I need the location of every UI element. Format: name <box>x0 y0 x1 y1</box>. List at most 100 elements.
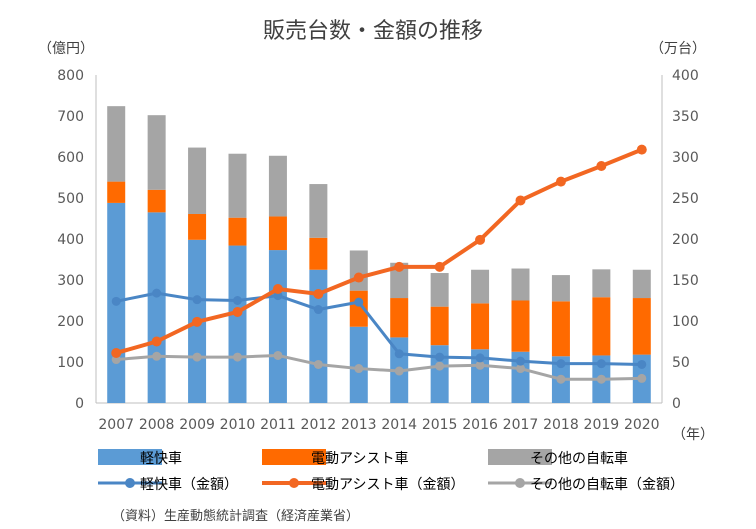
line-point-0-2009 <box>192 295 202 305</box>
line-point-1-2008 <box>151 336 162 347</box>
line-point-0-2019 <box>596 359 606 369</box>
line-series-1 <box>115 147 643 355</box>
right-axis-tick-label: 250 <box>672 191 699 207</box>
bar-1-2010 <box>228 217 247 246</box>
bar-1-2017 <box>511 300 530 352</box>
line-point-0-2007 <box>111 296 121 306</box>
bar-2-2015 <box>430 273 449 307</box>
line-point-1-2020 <box>636 144 647 155</box>
line-point-2-2009 <box>192 352 202 362</box>
x-axis-unit: （年） <box>672 427 714 443</box>
line-point-2-2019 <box>596 374 606 384</box>
bar-2-2020 <box>632 269 651 299</box>
bar-1-2011 <box>268 216 287 251</box>
line-point-0-2013 <box>354 297 364 307</box>
bar-0-2011 <box>268 250 287 403</box>
bar-2-2018 <box>551 275 570 302</box>
left-axis-tick-label: 100 <box>57 355 84 371</box>
right-axis-tick-label: 400 <box>672 68 699 84</box>
line-point-2-2012 <box>313 359 323 369</box>
x-axis-tick-label: 2017 <box>503 417 539 433</box>
bar-2-2008 <box>147 115 166 190</box>
x-axis-tick-label: 2015 <box>422 417 458 433</box>
bar-2-2014 <box>390 262 409 299</box>
right-axis-unit: （万台） <box>650 41 706 57</box>
bar-0-2012 <box>309 269 328 403</box>
bar-1-2012 <box>309 237 328 270</box>
line-point-2-2011 <box>273 350 283 360</box>
x-axis-tick-label: 2019 <box>584 417 620 433</box>
bar-1-2015 <box>430 306 449 346</box>
line-point-0-2008 <box>152 288 162 298</box>
line-point-0-2012 <box>313 305 323 315</box>
left-axis-tick-label: 400 <box>57 232 84 248</box>
bar-1-2014 <box>390 298 409 338</box>
right-axis-tick-label: 150 <box>672 273 699 289</box>
x-axis-tick-label: 2010 <box>220 417 256 433</box>
left-axis-tick-label: 300 <box>57 273 84 289</box>
line-point-1-2015 <box>434 261 445 272</box>
line-point-1-2016 <box>475 234 486 245</box>
line-point-1-2019 <box>596 161 607 172</box>
bar-2-2011 <box>268 155 287 217</box>
legend-label-4: 電動アシスト車（金額） <box>311 476 464 493</box>
bar-1-2008 <box>147 189 166 213</box>
bar-0-2008 <box>147 212 166 403</box>
legend-label-1: 電動アシスト車 <box>311 450 408 467</box>
chart-title: 販売台数・金額の推移 <box>263 19 483 44</box>
line-point-2-2010 <box>233 352 242 362</box>
line-series-0 <box>115 291 642 366</box>
line-point-1-2010 <box>232 306 243 317</box>
left-axis-unit: （億円） <box>38 41 94 57</box>
bar-1-2018 <box>551 301 570 357</box>
bar-2-2009 <box>188 147 207 214</box>
bar-series-group <box>107 106 651 403</box>
line-series-group <box>111 144 647 384</box>
line-point-2-2013 <box>354 364 364 374</box>
right-axis-tick-label: 200 <box>672 232 699 248</box>
bar-0-2016 <box>471 349 490 403</box>
bar-1-2009 <box>188 213 207 240</box>
legend-label-3: 軽快車（金額） <box>140 476 238 493</box>
line-point-0-2010 <box>233 296 242 305</box>
legend-marker-3 <box>125 478 135 488</box>
right-axis-tick-label: 0 <box>672 396 681 412</box>
x-axis-tick-label: 2007 <box>98 417 134 433</box>
bar-0-2015 <box>430 345 449 403</box>
line-point-1-2017 <box>515 195 526 206</box>
x-axis-tick-label: 2016 <box>462 417 498 433</box>
line-point-0-2020 <box>637 359 647 369</box>
x-axis-tick-label: 2013 <box>341 417 377 433</box>
x-axis-tick-label: 2012 <box>301 417 337 433</box>
x-axis-tick-label: 2018 <box>543 417 579 433</box>
line-point-1-2013 <box>353 272 364 283</box>
bar-0-2010 <box>228 245 247 403</box>
line-point-2-2020 <box>637 373 647 383</box>
line-point-2-2014 <box>394 366 404 376</box>
bar-2-2019 <box>592 269 611 298</box>
bar-1-2016 <box>471 303 490 350</box>
line-point-0-2018 <box>556 359 566 369</box>
source-note: （資料）生産動態統計調査（経済産業省） <box>112 508 359 524</box>
left-axis-tick-label: 600 <box>57 150 84 166</box>
left-axis-tick-label: 800 <box>57 68 84 84</box>
line-point-1-2018 <box>555 176 566 187</box>
line-series-2 <box>116 353 642 381</box>
bar-1-2007 <box>107 181 126 203</box>
bar-1-2013 <box>349 290 368 327</box>
left-axis-tick-label: 200 <box>57 314 84 330</box>
legend-label-2: その他の自転車 <box>530 450 628 467</box>
legend-label-0: 軽快車 <box>140 450 182 467</box>
line-point-1-2009 <box>192 316 203 327</box>
x-axis-tick-label: 2008 <box>139 417 175 433</box>
x-axis-tick-label: 2020 <box>624 417 660 433</box>
line-point-0-2015 <box>435 352 445 362</box>
legend-marker-5 <box>515 478 525 488</box>
bar-1-2019 <box>592 297 611 356</box>
line-point-2-2018 <box>556 374 566 384</box>
bar-0-2017 <box>511 351 530 403</box>
right-axis-tick-label: 350 <box>672 109 699 125</box>
x-axis-tick-label: 2009 <box>179 417 215 433</box>
